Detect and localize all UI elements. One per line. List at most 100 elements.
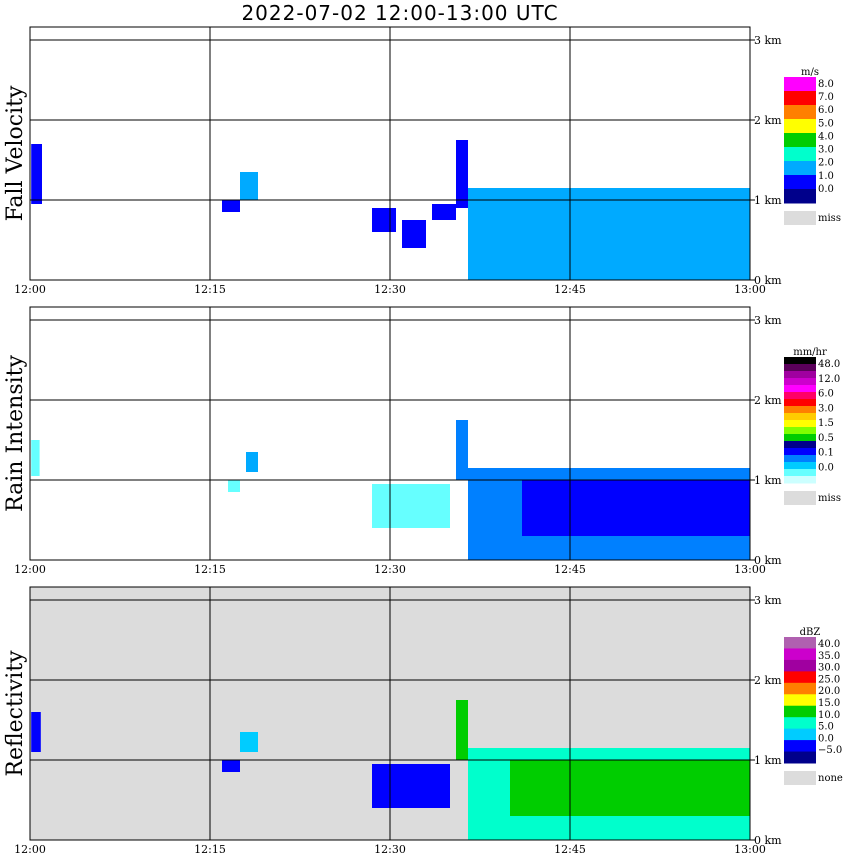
colorbar-label: 1.0: [818, 171, 834, 182]
colorbar-swatch: [784, 378, 816, 386]
echo-region: [222, 200, 240, 212]
x-tick-label: 12:15: [194, 563, 226, 576]
colorbar-missing-label: miss: [818, 213, 841, 224]
y-tick-label: 2 km: [754, 674, 782, 687]
colorbar-label: 8.0: [818, 79, 834, 90]
echo-region: [402, 220, 426, 248]
y-tick-label: 2 km: [754, 394, 782, 407]
colorbar-swatch: [784, 659, 816, 672]
panel-0: 12:00 12:15 12:30 12:45 13:000 km 1 km 2 km 3 k…: [3, 26, 841, 296]
panel-2: 12:00 12:15 12:30 12:45 13:000 km 1 km 2 km 3 k…: [3, 586, 843, 856]
colorbar-swatch: [784, 399, 816, 407]
colorbar-label: 0.0: [818, 184, 834, 195]
colorbar-swatch: [784, 469, 816, 477]
echo-region: [228, 480, 240, 492]
colorbar-swatch: [784, 189, 816, 204]
echo-region: [468, 188, 750, 280]
colorbar-swatch: [784, 740, 816, 753]
echo-region: [456, 700, 468, 760]
colorbar-swatch: [784, 694, 816, 707]
colorbar-label: 35.0: [818, 651, 840, 662]
echo-region: [510, 760, 750, 816]
y-tick-label: 1 km: [754, 194, 782, 207]
colorbar-label: 0.5: [818, 433, 834, 444]
colorbar-label: 3.0: [818, 145, 834, 156]
colorbar-swatch: [784, 175, 816, 190]
colorbar-swatch: [784, 105, 816, 120]
y-tick-label: 0 km: [754, 554, 782, 567]
colorbar-unit: mm/hr: [793, 347, 827, 358]
colorbar-label: 0.1: [818, 448, 834, 459]
colorbar-label: 48.0: [818, 359, 840, 370]
colorbar-label: 3.0: [818, 403, 834, 414]
colorbar-swatch: [784, 91, 816, 106]
colorbar-label: 15.0: [818, 698, 840, 709]
y-tick-label: 2 km: [754, 114, 782, 127]
colorbar-swatch: [784, 476, 816, 484]
colorbar-swatch: [784, 427, 816, 435]
colorbar-label: −5.0: [818, 745, 842, 756]
echo-region: [240, 732, 258, 752]
echo-region: [222, 760, 240, 772]
x-tick-label: 12:30: [374, 843, 406, 856]
colorbar-label: 2.0: [818, 158, 834, 169]
echo-region: [246, 452, 258, 472]
colorbar-swatch: [784, 147, 816, 162]
colorbar-swatch: [784, 705, 816, 718]
y-tick-label: 0 km: [754, 274, 782, 287]
colorbar-label: 30.0: [818, 663, 840, 674]
colorbar-label: 6.0: [818, 389, 834, 400]
x-tick-label: 12:00: [14, 843, 46, 856]
colorbar-missing-swatch: [784, 491, 816, 505]
echo-region: [31, 144, 42, 204]
plot-frame: [29, 26, 751, 281]
echo-region: [432, 204, 456, 220]
colorbar-unit: m/s: [801, 67, 819, 78]
colorbar-swatch: [784, 406, 816, 414]
figure-title: 2022-07-02 12:00-13:00 UTC: [241, 1, 559, 25]
colorbar-swatch: [784, 462, 816, 470]
colorbar-swatch: [784, 119, 816, 134]
colorbar-swatch: [784, 364, 816, 372]
echo-region: [372, 764, 450, 808]
colorbar-swatch: [784, 357, 816, 365]
x-tick-label: 12:30: [374, 283, 406, 296]
colorbar-swatch: [784, 385, 816, 393]
colorbar-missing-swatch: [784, 771, 816, 785]
plot-frame: [29, 306, 751, 561]
echo-region: [240, 172, 258, 200]
colorbar-label: 25.0: [818, 674, 840, 685]
echo-region: [372, 484, 450, 528]
echo-region: [522, 480, 750, 536]
x-tick-label: 13:00: [734, 843, 766, 856]
y-tick-label: 1 km: [754, 754, 782, 767]
y-tick-label: 0 km: [754, 834, 782, 847]
colorbar-swatch: [784, 728, 816, 741]
colorbar-swatch: [784, 392, 816, 400]
colorbar-swatch: [784, 133, 816, 148]
echo-region: [372, 208, 396, 232]
colorbar-label: 10.0: [818, 710, 840, 721]
panel-title: Rain Intensity: [3, 354, 28, 511]
colorbar-swatch: [784, 448, 816, 456]
colorbar-missing-swatch: [784, 211, 816, 225]
colorbar-swatch: [784, 455, 816, 463]
colorbar-missing-label: miss: [818, 493, 841, 504]
echo-region: [31, 440, 40, 476]
colorbar-missing-label: none: [818, 773, 843, 784]
y-tick-label: 3 km: [754, 594, 782, 607]
colorbar-swatch: [784, 717, 816, 730]
colorbar-label: 6.0: [818, 105, 834, 116]
y-tick-label: 3 km: [754, 34, 782, 47]
colorbar-swatch: [784, 371, 816, 379]
colorbar-swatch: [784, 161, 816, 176]
panel-title: Fall Velocity: [3, 85, 28, 221]
colorbar-swatch: [784, 682, 816, 695]
colorbar-swatch: [784, 637, 816, 649]
y-tick-label: 3 km: [754, 314, 782, 327]
colorbar-label: 20.0: [818, 686, 840, 697]
panel-1: 12:00 12:15 12:30 12:45 13:000 km 1 km 2 km 3 k…: [3, 306, 841, 576]
colorbar-swatch: [784, 648, 816, 661]
x-tick-label: 12:45: [554, 843, 586, 856]
